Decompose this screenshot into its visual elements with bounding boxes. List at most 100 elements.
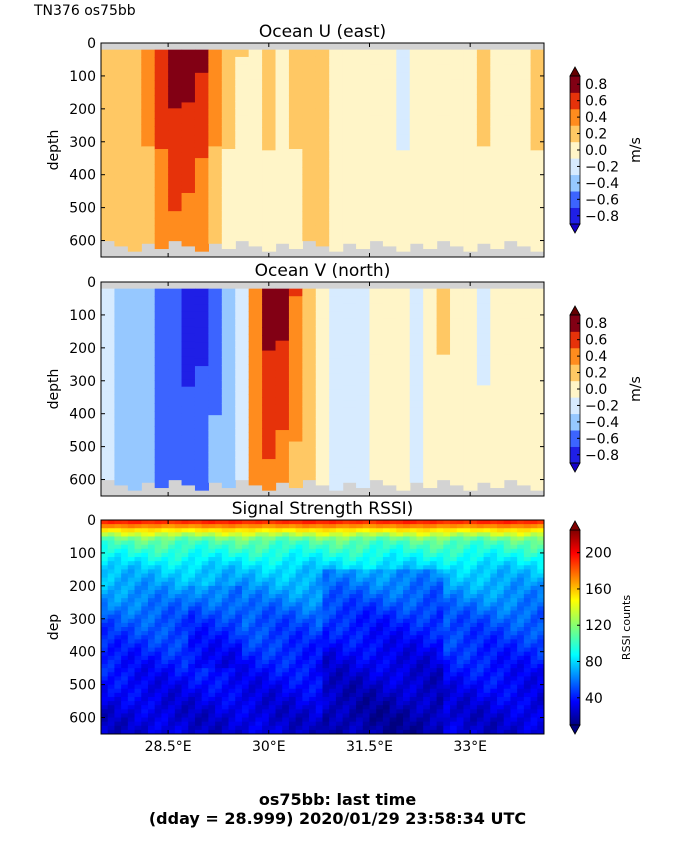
- field-cell: [396, 618, 404, 624]
- field-cell: [194, 466, 209, 476]
- field-cell: [403, 520, 411, 525]
- field-cell: [389, 721, 397, 727]
- field-cell: [208, 392, 223, 401]
- field-cell: [168, 362, 183, 370]
- field-cell: [450, 573, 458, 579]
- field-cell: [396, 585, 404, 591]
- field-cell: [463, 196, 478, 206]
- field-cell: [275, 610, 283, 616]
- field-cell: [423, 688, 431, 694]
- field-cell: [409, 618, 418, 624]
- field-cell: [396, 420, 411, 429]
- field-cell: [201, 606, 209, 612]
- field-cell: [154, 622, 163, 628]
- field-cell: [174, 520, 183, 525]
- field-cell: [315, 540, 324, 546]
- field-cell: [503, 78, 518, 87]
- field-cell: [201, 589, 209, 595]
- field-cell: [450, 647, 458, 653]
- field-cell: [215, 544, 223, 550]
- field-cell: [161, 581, 169, 587]
- field-cell: [127, 88, 142, 97]
- field-cell: [194, 165, 209, 175]
- field-cell: [241, 651, 250, 657]
- field-cell: [302, 639, 310, 645]
- field-cell: [369, 93, 384, 102]
- field-cell: [490, 365, 505, 374]
- field-cell: [208, 161, 223, 170]
- field-cell: [262, 381, 277, 390]
- field-cell: [342, 717, 350, 723]
- field-cell: [282, 589, 290, 595]
- field-cell: [262, 127, 277, 136]
- field-cell: [127, 520, 136, 525]
- field-cell: [168, 565, 176, 570]
- field-cell: [416, 536, 424, 542]
- field-cell: [141, 220, 156, 229]
- field-cell: [450, 631, 458, 636]
- field-cell: [221, 240, 236, 250]
- field-cell: [181, 680, 189, 686]
- field-cell: [208, 198, 223, 207]
- field-cell: [356, 149, 371, 158]
- field-cell: [101, 347, 116, 356]
- field-cell: [349, 544, 357, 550]
- field-cell: [409, 176, 424, 185]
- field-cell: [275, 370, 290, 379]
- field-cell: [235, 123, 250, 131]
- field-cell: [275, 557, 283, 562]
- colorbar-tick-label: −0.2: [585, 159, 619, 175]
- field-cell: [389, 581, 397, 587]
- field-cell: [262, 589, 270, 595]
- field-cell: [221, 606, 230, 612]
- field-cell: [275, 643, 283, 649]
- field-cell: [248, 147, 263, 156]
- field-cell: [194, 520, 203, 525]
- field-cell: [208, 688, 216, 694]
- field-cell: [349, 520, 357, 525]
- field-cell: [168, 672, 176, 677]
- field-cell: [154, 118, 169, 127]
- field-cell: [282, 569, 290, 575]
- field-cell: [483, 713, 491, 719]
- field-cell: [194, 622, 203, 628]
- field-cell: [443, 548, 451, 554]
- field-cell: [221, 326, 236, 336]
- field-cell: [322, 565, 330, 570]
- field-cell: [141, 655, 149, 661]
- field-cell: [423, 729, 431, 734]
- field-cell: [490, 573, 498, 579]
- field-cell: [463, 569, 471, 575]
- field-cell: [315, 573, 324, 579]
- field-cell: [463, 204, 478, 213]
- field-cell: [161, 569, 169, 575]
- field-cell: [329, 676, 337, 682]
- field-cell: [376, 725, 384, 731]
- field-cell: [194, 606, 203, 612]
- field-cell: [409, 363, 424, 372]
- field-cell: [443, 520, 451, 525]
- field-cell: [147, 614, 156, 620]
- field-cell: [154, 528, 163, 533]
- field-cell: [302, 354, 317, 363]
- field-cell: [315, 598, 324, 603]
- field-cell: [154, 725, 163, 731]
- field-cell: [154, 303, 169, 313]
- field-cell: [194, 536, 203, 542]
- field-cell: [121, 680, 129, 686]
- field-cell: [369, 684, 377, 690]
- field-cell: [315, 536, 324, 542]
- field-cell: [262, 57, 277, 66]
- field-cell: [107, 598, 116, 603]
- field-cell: [362, 647, 371, 653]
- field-cell: [127, 350, 142, 359]
- field-cell: [517, 318, 532, 327]
- field-cell: [168, 354, 183, 363]
- field-cell: [262, 680, 270, 686]
- field-cell: [208, 101, 223, 110]
- field-cell: [101, 614, 109, 620]
- field-cell: [228, 701, 236, 706]
- field-cell: [168, 211, 183, 220]
- field-cell: [450, 79, 465, 88]
- field-cell: [315, 303, 330, 312]
